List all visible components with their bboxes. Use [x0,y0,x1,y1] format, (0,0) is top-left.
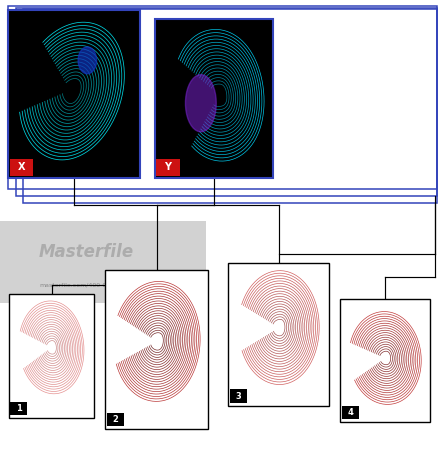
Bar [8,10,140,178]
Text: Masterfile: Masterfile [39,243,134,261]
Bar [9,294,94,418]
Bar [105,270,208,429]
Bar [156,159,180,176]
Bar [155,19,273,178]
Bar [10,159,33,176]
Text: 2: 2 [112,415,118,424]
Text: X: X [18,162,25,172]
Text: 4: 4 [347,408,353,417]
Bar [107,413,124,426]
Polygon shape [78,47,97,74]
Bar [16,8,437,196]
Text: Y: Y [164,162,172,172]
Bar [342,406,359,419]
Text: 3: 3 [236,392,241,400]
Bar [10,401,27,415]
Text: masterfile.com/400-05072442: masterfile.com/400-05072442 [39,283,134,288]
Bar [228,263,329,406]
Bar [23,9,437,202]
Bar [0,220,206,303]
Bar [8,6,437,189]
Polygon shape [185,75,216,132]
Bar [340,299,430,422]
Bar [230,389,247,403]
Text: 1: 1 [16,404,22,413]
